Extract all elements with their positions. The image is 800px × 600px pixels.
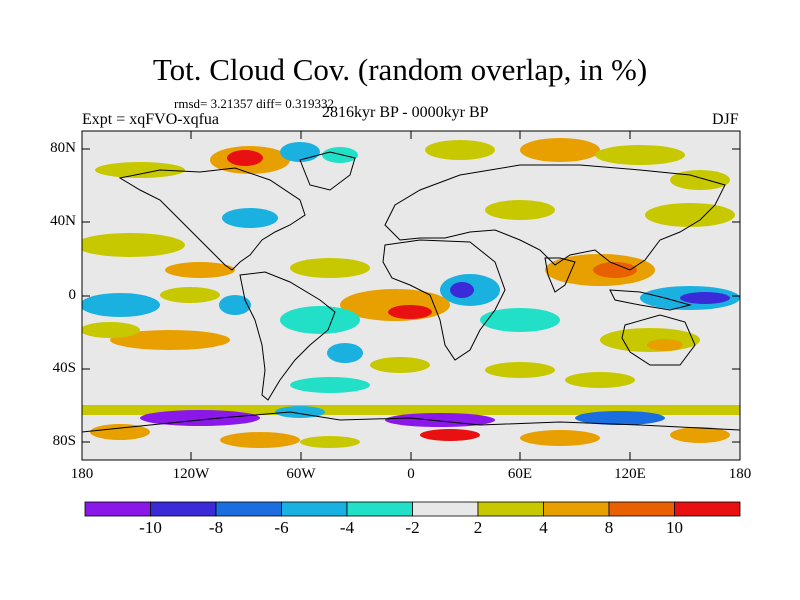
plot-title: Tot. Cloud Cov. (random overlap, in %) (152, 52, 648, 87)
season-label: DJF (712, 111, 739, 128)
colorbar-label: -6 (274, 518, 289, 537)
colorbar-label: 10 (666, 518, 683, 537)
anomaly-patches (82, 138, 740, 448)
colorbar-swatch (674, 501, 741, 517)
colorbar-label: 4 (539, 518, 548, 537)
lat-tick-0: 0 (68, 287, 77, 303)
lon-tick-60w: 60W (286, 466, 316, 482)
lon-tick-180w: 180 (70, 466, 94, 482)
colorbar-swatch (608, 501, 675, 517)
colorbar-swatch (84, 501, 151, 517)
colorbar-swatch (281, 501, 348, 517)
colorbar-swatch (150, 501, 217, 517)
lon-tick-120w: 120W (172, 466, 210, 482)
colorbar-swatch (215, 501, 282, 517)
lon-tick-180e: 180 (728, 466, 752, 482)
colorbar-label: -8 (208, 518, 224, 537)
colorbar-swatch (543, 501, 610, 517)
colorbar-label: -4 (339, 518, 355, 537)
lat-tick-80n: 80N (50, 140, 76, 156)
lon-tick-0: 0 (407, 466, 415, 482)
colorbar-swatch (346, 501, 413, 517)
stats-line: rmsd= 3.21357 diff= 0.319332 (174, 96, 334, 111)
period-label: 2816kyr BP - 0000kyr BP (322, 104, 489, 121)
colorbar-label: -10 (139, 518, 162, 537)
experiment-label: Expt = xqFVO-xqfua (82, 111, 220, 128)
colorbar-swatch (477, 501, 544, 517)
lon-tick-60e: 60E (507, 466, 533, 482)
lat-tick-80s: 80S (52, 433, 76, 449)
colorbar-label: -2 (405, 518, 420, 537)
map-ticks (82, 131, 740, 460)
colorbar (84, 501, 741, 517)
coastlines (82, 151, 740, 433)
colorbar-label: 8 (604, 518, 614, 537)
colorbar-swatch (412, 501, 479, 517)
lon-tick-120e: 120E (614, 466, 646, 482)
lat-tick-40n: 40N (50, 213, 76, 229)
lat-tick-40s: 40S (52, 360, 76, 376)
colorbar-label: 2 (473, 518, 483, 537)
